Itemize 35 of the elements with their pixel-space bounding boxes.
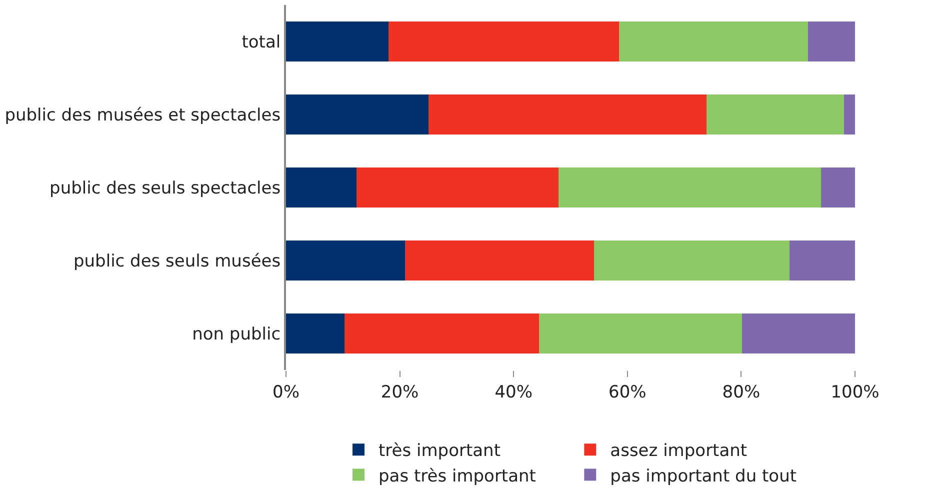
- x-tick-label: 0%: [272, 382, 300, 402]
- x-tick-label: 100%: [830, 382, 880, 402]
- legend-label: pas très important: [378, 466, 536, 486]
- bar: [539, 313, 742, 354]
- bar: [286, 240, 405, 281]
- x-tick-label: 60%: [608, 382, 646, 402]
- bar: [404, 240, 594, 281]
- bar: [286, 94, 428, 135]
- bar: [820, 167, 855, 208]
- y-tick-label: non public: [192, 324, 281, 344]
- bar: [844, 94, 855, 135]
- bar: [428, 94, 706, 135]
- x-tick-label: 40%: [494, 382, 532, 402]
- bar: [286, 21, 388, 62]
- y-tick-label: public des seuls musées: [73, 251, 281, 272]
- bar: [706, 94, 844, 135]
- bar: [618, 21, 808, 62]
- bar: [286, 167, 357, 208]
- bar: [558, 167, 821, 208]
- legend-label: pas important du tout: [610, 466, 797, 486]
- bar: [790, 240, 855, 281]
- y-tick-label: public des seuls spectacles: [50, 178, 281, 198]
- bar: [286, 313, 345, 354]
- bar: [344, 313, 540, 354]
- legend-label: assez important: [610, 441, 748, 462]
- bar: [356, 167, 559, 208]
- bar: [594, 240, 790, 281]
- x-tick-label: 20%: [380, 382, 419, 402]
- y-tick-label: public des musées et spectacles: [4, 105, 281, 126]
- bar: [388, 21, 619, 62]
- x-tick-label: 80%: [722, 382, 760, 402]
- bar: [742, 313, 855, 354]
- bar: [808, 21, 855, 62]
- legend-label: très important: [378, 441, 501, 462]
- y-tick-label: total: [242, 32, 281, 52]
